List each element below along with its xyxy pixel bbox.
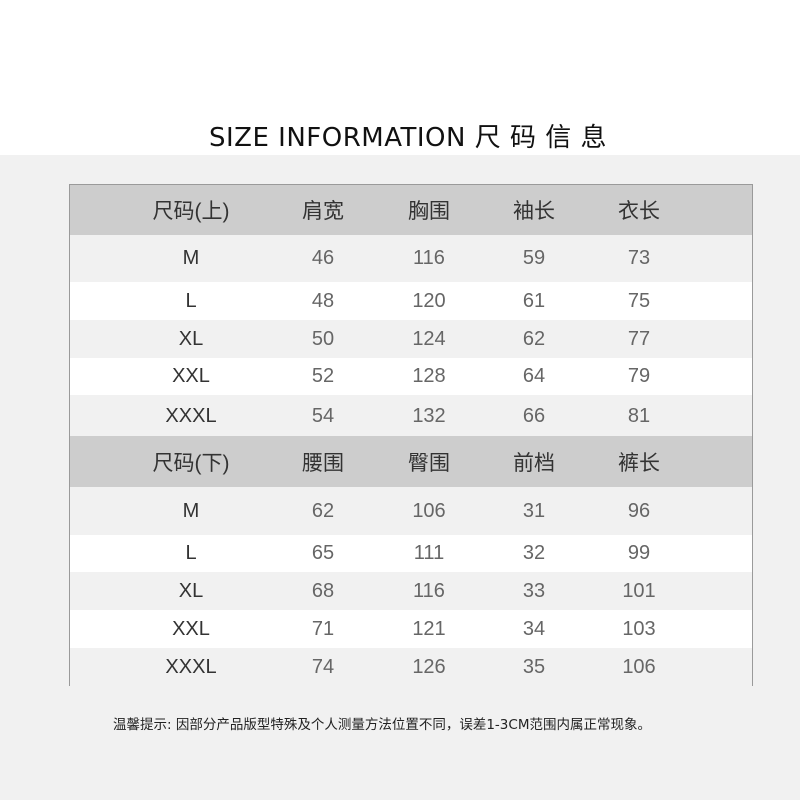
size-label: M [182,247,200,269]
measurement-cell: 66 [522,404,546,427]
measurement-cell: 62 [522,327,546,350]
measurement-cell: 65 [311,542,335,564]
column-header: 尺码(上) [152,200,230,223]
table-row: L 48 120 61 75 [70,282,752,320]
table-row: L 65 111 32 99 [70,535,752,572]
table-header-row: 尺码(上) 肩宽 胸围 袖长 衣长 [70,185,752,235]
measurement-cell: 61 [522,289,546,312]
measurement-cell: 103 [622,617,656,640]
measurement-cell: 128 [412,365,446,387]
measurement-cell: 64 [522,365,546,387]
measurement-cell: 101 [622,579,656,602]
measurement-cell: 74 [311,655,335,678]
column-header: 袖长 [513,200,555,223]
size-label: XXXL [165,404,217,427]
size-label: L [185,542,197,564]
measurement-cell: 34 [522,617,546,640]
column-header: 臀围 [408,451,450,475]
measurement-cell: 73 [627,247,651,269]
size-label: L [185,289,197,312]
measurement-cell: 99 [627,542,651,564]
size-label: M [182,499,200,522]
page-title: SIZE INFORMATION 尺 码 信 息 [208,123,607,153]
title-band [0,0,800,155]
measurement-cell: 79 [627,365,651,387]
measurement-cell: 71 [311,617,335,640]
column-header: 腰围 [302,451,344,475]
column-header: 衣长 [618,200,660,223]
measurement-cell: 68 [311,579,335,602]
size-table: 尺码(上) 肩宽 胸围 袖长 衣长 M 46 116 59 73 L 48 120 61 75 XL 50 124… [69,184,753,686]
table-row: M 62 106 31 96 [70,487,752,535]
table-row: XL 68 116 33 101 [70,572,752,610]
measurement-cell: 54 [311,404,335,427]
measurement-cell: 46 [311,247,335,269]
measurement-cell: 32 [522,542,546,564]
measurement-cell: 132 [412,404,446,427]
measurement-cell: 120 [412,289,446,312]
column-header: 前档 [513,451,555,475]
table-row: M 46 116 59 73 [70,235,752,282]
measurement-cell: 31 [522,499,546,522]
size-label: XL [178,327,204,350]
measurement-cell: 106 [622,655,656,678]
measurement-cell: 52 [311,365,335,387]
table-row: XL 50 124 62 77 [70,320,752,358]
table-row: XXXL 74 126 35 106 [70,648,752,686]
measurement-cell: 96 [627,499,651,522]
table-row: XXXL 54 132 66 81 [70,395,752,437]
measurement-cell: 75 [627,289,651,312]
measurement-cell: 48 [311,289,335,312]
measurement-cell: 81 [627,404,651,427]
column-header: 胸围 [408,200,450,223]
measurement-cell: 106 [412,499,446,522]
measurement-cell: 124 [412,327,446,350]
measurement-cell: 35 [522,655,546,678]
size-note: 温馨提示: 因部分产品版型特殊及个人测量方法位置不同，误差1-3CM范围内属正常… [113,717,651,733]
measurement-cell: 77 [627,327,651,350]
measurement-cell: 59 [522,247,546,269]
column-header: 肩宽 [302,200,344,223]
table-row: XXL 71 121 34 103 [70,610,752,648]
measurement-cell: 116 [413,579,445,602]
measurement-cell: 116 [413,247,445,269]
size-label: XXL [172,617,210,640]
column-header: 尺码(下) [152,451,230,475]
size-label: XL [178,579,204,602]
measurement-cell: 111 [413,542,445,564]
measurement-cell: 33 [522,579,546,602]
size-label: XXL [172,365,210,387]
size-label: XXXL [165,655,217,678]
table-row: XXL 52 128 64 79 [70,358,752,395]
measurement-cell: 62 [311,499,335,522]
table-header-row: 尺码(下) 腰围 臀围 前档 裤长 [70,436,752,487]
measurement-cell: 121 [412,617,446,640]
measurement-cell: 50 [311,327,335,350]
column-header: 裤长 [618,451,660,475]
measurement-cell: 126 [412,655,446,678]
